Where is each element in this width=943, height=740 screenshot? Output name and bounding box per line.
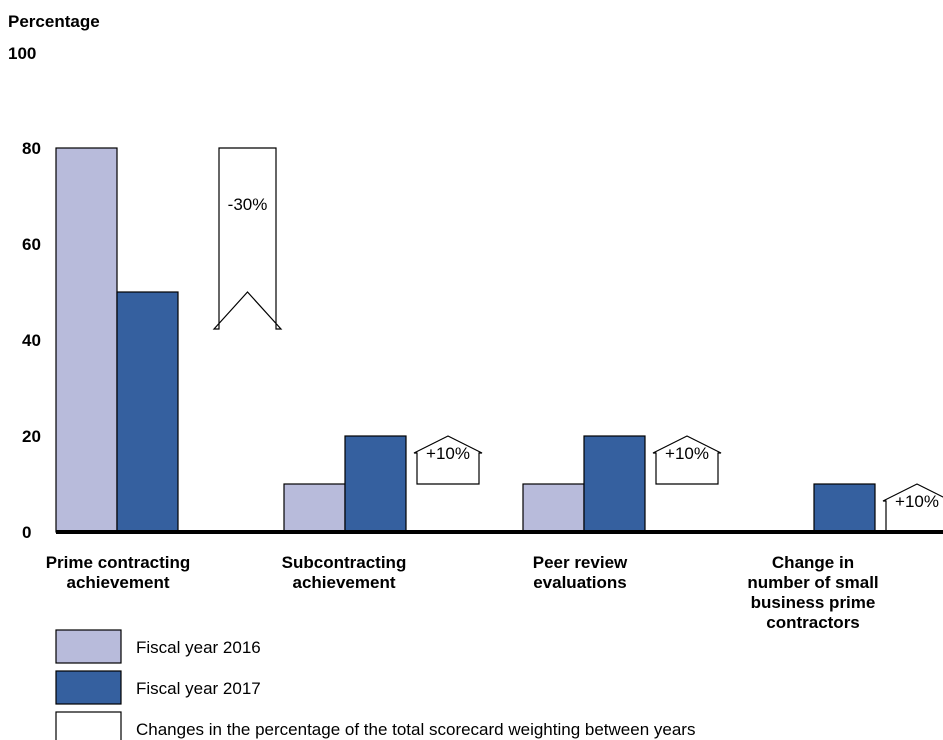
legend-label-2: Changes in the percentage of the total s… <box>136 720 695 739</box>
y-axis-ticks: 0 20 40 60 80 100 <box>8 44 41 542</box>
change-arrow-2: +10% <box>652 435 722 485</box>
legend-label-0: Fiscal year 2016 <box>136 638 261 657</box>
bar-fy2017-3 <box>813 483 876 533</box>
arrow-shape-up <box>882 483 943 533</box>
bar-fy2016-2 <box>522 483 585 533</box>
category-label-2: Peer review evaluations <box>533 553 628 592</box>
change-arrow-3: +10% <box>882 483 943 533</box>
bar-fy2016-1 <box>283 483 346 533</box>
legend-swatch-1 <box>55 670 122 705</box>
change-label-2: +10% <box>665 444 709 463</box>
legend-swatch-0 <box>55 629 122 664</box>
bar-fy2017-1 <box>344 435 407 533</box>
arrow-shape-up <box>652 435 722 485</box>
arrow-shape-up <box>413 435 483 485</box>
bar-fy2017-2 <box>583 435 646 533</box>
category-label-0: Prime contracting achievement <box>46 553 191 592</box>
y-tick-label-60: 60 <box>22 235 41 254</box>
legend-label-1: Fiscal year 2017 <box>136 679 261 698</box>
y-tick-label-0: 0 <box>22 523 31 542</box>
bar-fy2017-0 <box>116 291 179 533</box>
legend: Fiscal year 2016 Fiscal year 2017 Changes … <box>55 629 695 740</box>
y-tick-label-100: 100 <box>8 44 36 63</box>
legend-swatch-2 <box>55 711 122 740</box>
category-label-1: Subcontracting achievement <box>282 553 407 592</box>
category-labels: Prime contracting achievement Subcontracti… <box>46 553 879 632</box>
change-arrow-0: -30% <box>212 147 283 330</box>
y-tick-label-40: 40 <box>22 331 41 350</box>
change-label-3: +10% <box>895 492 939 511</box>
bar-fy2016-0 <box>55 147 118 533</box>
change-arrows: -30% +10% +10% +10% <box>212 147 943 533</box>
change-arrow-1: +10% <box>413 435 483 485</box>
y-tick-label-80: 80 <box>22 139 41 158</box>
bars <box>55 147 876 533</box>
y-axis-title: Percentage <box>8 12 100 31</box>
change-label-0: -30% <box>228 195 268 214</box>
y-tick-label-20: 20 <box>22 427 41 446</box>
category-label-3: Change in number of small business prime co… <box>747 553 878 632</box>
change-label-1: +10% <box>426 444 470 463</box>
arrow-shape-down <box>212 147 283 330</box>
